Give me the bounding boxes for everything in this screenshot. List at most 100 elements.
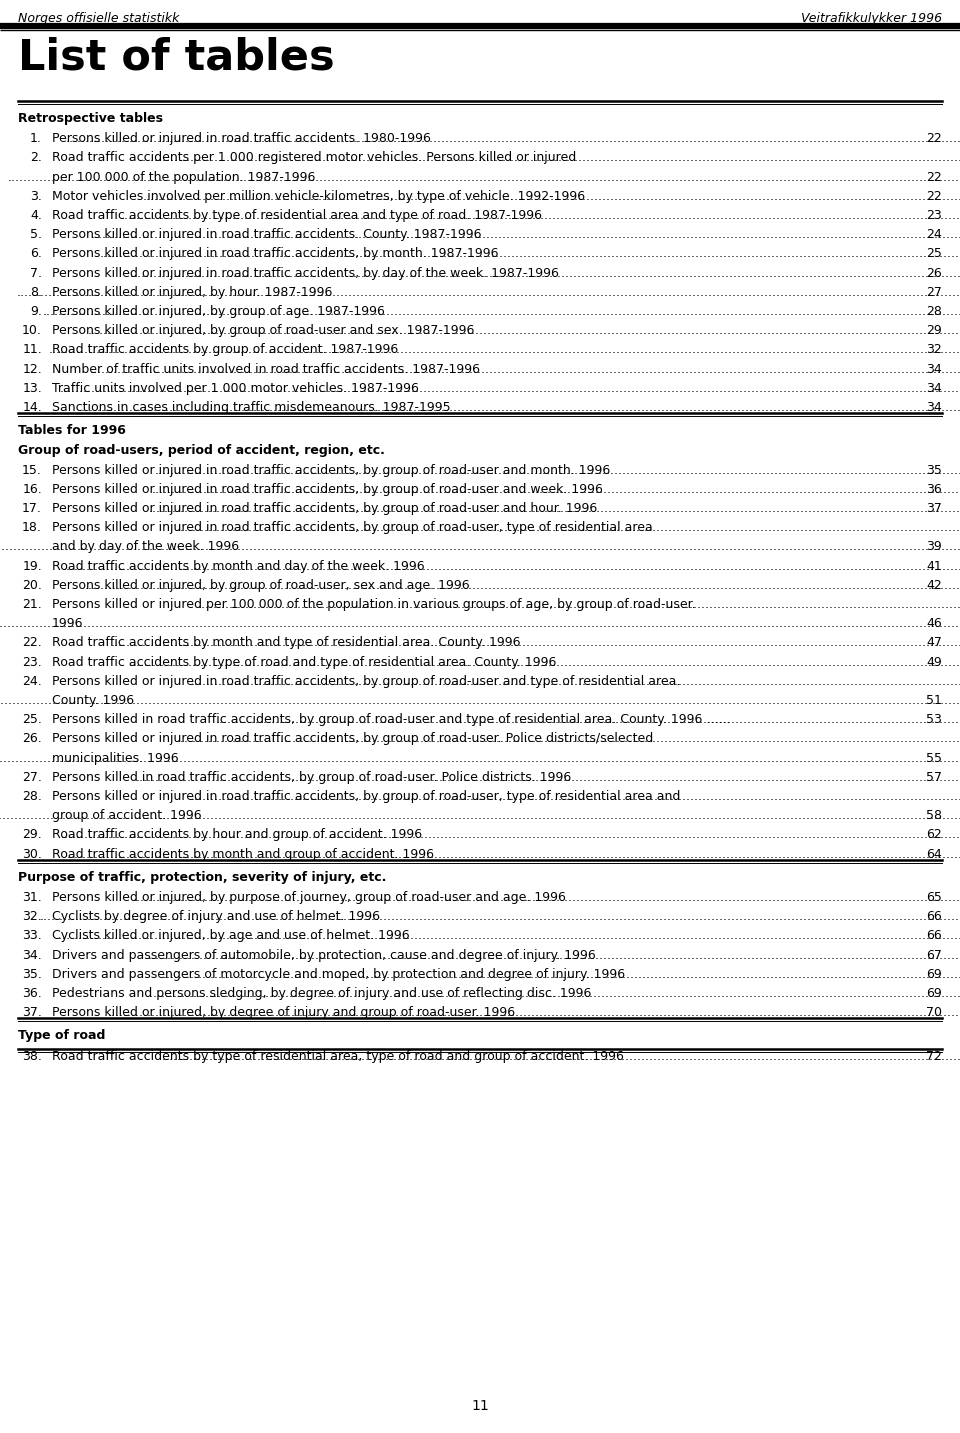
Text: 58: 58: [926, 810, 942, 823]
Text: Pedestrians and persons sledging, by degree of injury and use of reflecting disc: Pedestrians and persons sledging, by deg…: [52, 987, 591, 1000]
Text: 66: 66: [926, 930, 942, 943]
Text: 17.: 17.: [22, 502, 42, 514]
Text: ................................................................................: ........................................…: [8, 171, 960, 183]
Text: 1996: 1996: [52, 618, 84, 631]
Text: Persons killed or injured in road traffic accidents, by group of road-user, type: Persons killed or injured in road traffi…: [52, 522, 653, 535]
Text: 47: 47: [926, 636, 942, 649]
Text: 18.: 18.: [22, 522, 42, 535]
Text: ................................................................................: ........................................…: [148, 949, 960, 962]
Text: Persons killed in road traffic accidents, by group of road-user and type of resi: Persons killed in road traffic accidents…: [52, 714, 731, 727]
Text: 4.: 4.: [30, 209, 42, 222]
Text: 22: 22: [926, 189, 942, 203]
Text: 36.: 36.: [22, 987, 42, 1000]
Text: ................................................................................: ........................................…: [130, 267, 960, 279]
Text: ................................................................................: ........................................…: [0, 810, 960, 823]
Text: ................................................................................: ........................................…: [60, 381, 960, 396]
Text: 21.: 21.: [22, 598, 42, 610]
Text: 20.: 20.: [22, 579, 42, 592]
Text: Drivers and passengers of motorcycle and moped, by protection and degree of inju: Drivers and passengers of motorcycle and…: [52, 967, 625, 980]
Text: Road traffic accidents by group of accident. 1987-1996: Road traffic accidents by group of accid…: [52, 344, 398, 357]
Text: Persons killed or injured in road traffic accidents. 1980-1996: Persons killed or injured in road traffi…: [52, 132, 431, 145]
Text: 49: 49: [926, 656, 942, 669]
Text: ................................................................................: ........................................…: [61, 828, 960, 841]
Text: ................................................................................: ........................................…: [65, 132, 960, 145]
Text: 31.: 31.: [22, 891, 42, 904]
Text: ................................................................................: ........................................…: [84, 579, 960, 592]
Text: ................................................................................: ........................................…: [135, 771, 960, 784]
Text: Road traffic accidents by type of residential area, type of road and group of ac: Road traffic accidents by type of reside…: [52, 1049, 624, 1063]
Text: ................................................................................: ........................................…: [146, 987, 960, 1000]
Text: 57: 57: [926, 771, 942, 784]
Text: Number of traffic units involved in road traffic accidents. 1987-1996: Number of traffic units involved in road…: [52, 363, 480, 375]
Text: 42: 42: [926, 579, 942, 592]
Text: 7.: 7.: [30, 267, 42, 279]
Text: ................................................................................: ........................................…: [152, 483, 960, 496]
Text: ................................................................................: ........................................…: [0, 694, 960, 706]
Text: ................................................................................: ........................................…: [67, 847, 960, 861]
Text: ................................................................................: ........................................…: [190, 790, 960, 802]
Text: 35.: 35.: [22, 967, 42, 980]
Text: 29.: 29.: [22, 828, 42, 841]
Text: 34: 34: [926, 363, 942, 375]
Text: 38.: 38.: [22, 1049, 42, 1063]
Text: 22.: 22.: [22, 636, 42, 649]
Text: 12.: 12.: [22, 363, 42, 375]
Text: ................................................................................: ........................................…: [129, 656, 960, 669]
Text: ................................................................................: ........................................…: [177, 522, 960, 535]
Text: Persons killed or injured, by group of road-user and sex. 1987-1996: Persons killed or injured, by group of r…: [52, 324, 474, 337]
Text: 26.: 26.: [22, 732, 42, 745]
Text: Traffic units involved per 1 000 motor vehicles. 1987-1996: Traffic units involved per 1 000 motor v…: [52, 381, 419, 396]
Text: 32.: 32.: [22, 910, 42, 923]
Text: 37.: 37.: [22, 1006, 42, 1019]
Text: Motor vehicles involved per million vehicle-kilometres, by type of vehicle. 1992: Motor vehicles involved per million vehi…: [52, 189, 586, 203]
Text: 34: 34: [926, 401, 942, 414]
Text: 28.: 28.: [22, 790, 42, 802]
Text: 65: 65: [926, 891, 942, 904]
Text: Persons killed or injured in road traffic accidents, by group of road-user, type: Persons killed or injured in road traffi…: [52, 790, 681, 802]
Text: 16.: 16.: [22, 483, 42, 496]
Text: Purpose of traffic, protection, severity of injury, etc.: Purpose of traffic, protection, severity…: [18, 871, 386, 884]
Text: 30.: 30.: [22, 847, 42, 861]
Text: 10.: 10.: [22, 324, 42, 337]
Text: Persons killed or injured per 100 000 of the population in various groups of age: Persons killed or injured per 100 000 of…: [52, 598, 696, 610]
Text: 9.: 9.: [30, 305, 42, 318]
Text: ................................................................................: ........................................…: [143, 189, 960, 203]
Text: Road traffic accidents by type of residential area and type of road. 1987-1996: Road traffic accidents by type of reside…: [52, 209, 542, 222]
Text: 6.: 6.: [30, 248, 42, 261]
Text: Persons killed or injured, by degree of injury and group of road-user. 1996: Persons killed or injured, by degree of …: [52, 1006, 516, 1019]
Text: ................................................................................: ........................................…: [215, 714, 960, 727]
Text: Tables for 1996: Tables for 1996: [18, 424, 126, 437]
Text: 28: 28: [926, 305, 942, 318]
Text: Persons killed or injured in road traffic accidents, by group of road-user and w: Persons killed or injured in road traffi…: [52, 483, 603, 496]
Text: Sanctions in cases including traffic misdemeanours. 1987-1995: Sanctions in cases including traffic mis…: [52, 401, 455, 414]
Text: ................................................................................: ........................................…: [162, 1049, 960, 1063]
Text: per 100 000 of the population. 1987-1996: per 100 000 of the population. 1987-1996: [52, 171, 316, 183]
Text: Road traffic accidents by month and group of accident. 1996: Road traffic accidents by month and grou…: [52, 847, 434, 861]
Text: 24: 24: [926, 228, 942, 241]
Text: ................................................................................: ........................................…: [132, 891, 960, 904]
Text: ................................................................................: ........................................…: [55, 930, 960, 943]
Text: List of tables: List of tables: [18, 36, 335, 77]
Text: Type of road: Type of road: [18, 1029, 106, 1042]
Text: ................................................................................: ........................................…: [87, 324, 960, 337]
Text: Retrospective tables: Retrospective tables: [18, 112, 163, 125]
Text: 14.: 14.: [22, 401, 42, 414]
Text: 46: 46: [926, 618, 942, 631]
Text: ................................................................................: ........................................…: [16, 285, 960, 299]
Text: Persons killed or injured in road traffic accidents, by group of road-user. Poli: Persons killed or injured in road traffi…: [52, 732, 653, 745]
Text: 67: 67: [926, 949, 942, 962]
Text: Persons killed or injured, by hour. 1987-1996: Persons killed or injured, by hour. 1987…: [52, 285, 332, 299]
Text: 62: 62: [926, 828, 942, 841]
Text: 8.: 8.: [30, 285, 42, 299]
Text: 27.: 27.: [22, 771, 42, 784]
Text: 25.: 25.: [22, 714, 42, 727]
Text: ................................................................................: ........................................…: [90, 363, 960, 375]
Text: 19.: 19.: [22, 560, 42, 573]
Text: ................................................................................: ........................................…: [190, 675, 960, 688]
Text: Drivers and passengers of automobile, by protection, cause and degree of injury.: Drivers and passengers of automobile, by…: [52, 949, 596, 962]
Text: 36: 36: [926, 483, 942, 496]
Text: 1.: 1.: [30, 132, 42, 145]
Text: 33.: 33.: [22, 930, 42, 943]
Text: 34: 34: [926, 381, 942, 396]
Text: Road traffic accidents by type of road and type of residential area. County. 199: Road traffic accidents by type of road a…: [52, 656, 557, 669]
